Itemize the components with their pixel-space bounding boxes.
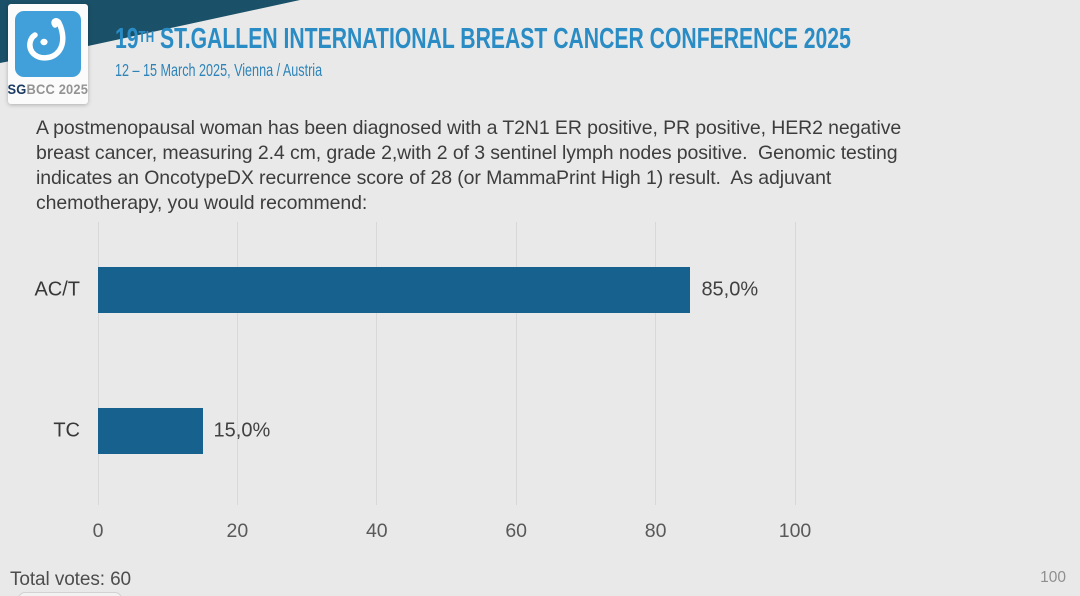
logo-wordmark: SGBCC 2025 bbox=[8, 81, 89, 97]
title-ordinal: TH bbox=[138, 29, 155, 46]
x-axis-tick-label: 60 bbox=[505, 520, 528, 542]
total-votes-pill bbox=[18, 592, 122, 596]
x-axis-tick-label: 100 bbox=[778, 520, 812, 542]
bar-tc bbox=[98, 408, 203, 455]
slide-page-number: 100 bbox=[1040, 569, 1066, 586]
bar-ac-t bbox=[98, 266, 691, 313]
category-label: AC/T bbox=[34, 278, 80, 301]
gridline bbox=[655, 222, 657, 505]
total-votes-label: Total votes: 60 bbox=[10, 569, 132, 590]
value-label: 15,0% bbox=[213, 419, 271, 442]
poll-question: A postmenopausal woman has been diagnose… bbox=[36, 116, 1046, 216]
value-label: 85,0% bbox=[701, 278, 759, 301]
x-axis-tick-label: 20 bbox=[226, 520, 249, 542]
sgbcc-logo-icon bbox=[15, 11, 81, 77]
x-axis-tick-label: 0 bbox=[92, 520, 104, 542]
poll-question-line: chemotherapy, you would recommend: bbox=[36, 192, 368, 214]
poll-question-line: breast cancer, measuring 2.4 cm, grade 2… bbox=[36, 142, 898, 164]
x-axis-tick-label: 80 bbox=[644, 520, 667, 542]
header: 19TH ST.GALLEN INTERNATIONAL BREAST CANC… bbox=[115, 21, 1080, 81]
gridline bbox=[515, 222, 517, 505]
conference-title: 19TH ST.GALLEN INTERNATIONAL BREAST CANC… bbox=[115, 21, 851, 56]
category-label: TC bbox=[53, 419, 80, 442]
logo-wordmark-sg: SG bbox=[7, 81, 27, 97]
conference-subtitle: 12 – 15 March 2025, Vienna / Austria bbox=[115, 60, 323, 80]
gridline bbox=[97, 222, 99, 505]
gridline bbox=[376, 222, 378, 505]
gridline bbox=[236, 222, 238, 505]
title-number: 19 bbox=[115, 23, 139, 55]
x-axis-tick-label: 40 bbox=[365, 520, 388, 542]
gridline bbox=[794, 222, 796, 505]
poll-question-line: A postmenopausal woman has been diagnose… bbox=[36, 117, 902, 139]
title-text: ST.GALLEN INTERNATIONAL BREAST CANCER CO… bbox=[154, 23, 851, 55]
conference-logo: SGBCC 2025 bbox=[8, 4, 88, 104]
poll-question-line: indicates an OncotypeDX recurrence score… bbox=[36, 167, 832, 189]
logo-wordmark-bcc: BCC 2025 bbox=[26, 81, 89, 97]
breast-glyph-icon bbox=[27, 18, 66, 61]
